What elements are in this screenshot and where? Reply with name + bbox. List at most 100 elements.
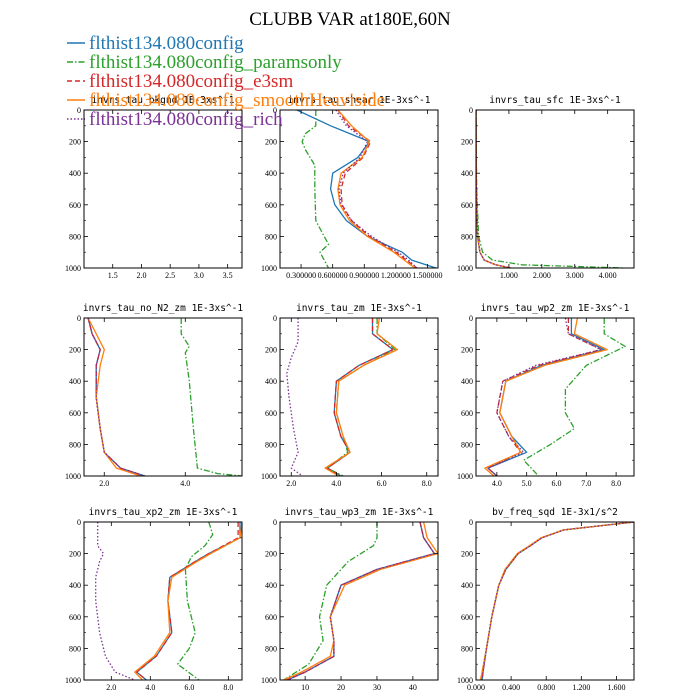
y-tick-label: 400 bbox=[461, 169, 473, 178]
y-tick-label: 1000 bbox=[457, 264, 473, 273]
y-tick-label: 1000 bbox=[261, 676, 277, 685]
x-tick-label: 1.200 bbox=[572, 683, 590, 692]
series-line bbox=[95, 522, 135, 680]
panel-series-group bbox=[479, 522, 634, 680]
x-tick-label: 0.400 bbox=[502, 683, 520, 692]
plot-frame bbox=[475, 521, 635, 681]
y-tick-label: 600 bbox=[69, 613, 81, 622]
y-tick-label: 1000 bbox=[261, 264, 277, 273]
x-tick-label: 3.000 bbox=[566, 271, 584, 280]
plot-frame bbox=[279, 317, 439, 477]
series-line bbox=[523, 318, 626, 476]
y-tick-label: 1000 bbox=[457, 676, 473, 685]
x-tick-label: 4.0 bbox=[180, 479, 190, 488]
x-tick-label: 5.0 bbox=[522, 479, 532, 488]
y-tick-label: 600 bbox=[69, 201, 81, 210]
y-tick-label: 600 bbox=[461, 409, 473, 418]
x-tick-label: 0.800 bbox=[537, 683, 555, 692]
series-line bbox=[476, 110, 625, 268]
y-tick-label: 400 bbox=[265, 581, 277, 590]
x-tick-label: 1.600 bbox=[607, 683, 625, 692]
y-tick-label: 400 bbox=[461, 581, 473, 590]
series-line bbox=[301, 110, 330, 268]
x-tick-label: 1.200000 bbox=[381, 271, 411, 280]
panel-series-group bbox=[95, 522, 242, 680]
x-tick-label: 1.5 bbox=[108, 271, 118, 280]
y-tick-label: 0 bbox=[469, 314, 473, 323]
y-tick-label: 400 bbox=[69, 377, 81, 386]
x-tick-label: 7.0 bbox=[581, 479, 591, 488]
series-line bbox=[87, 318, 146, 476]
y-tick-label: 1000 bbox=[65, 676, 81, 685]
panel-title: invrs_tau_sfc 1E-3xs^-1 bbox=[489, 95, 621, 106]
series-line bbox=[296, 110, 437, 268]
series-line bbox=[286, 522, 436, 680]
x-tick-label: 4.0 bbox=[331, 479, 341, 488]
y-tick-label: 800 bbox=[69, 440, 81, 449]
legend: flthist134.080config flthist134.080config… bbox=[67, 33, 385, 130]
x-tick-label: 0.600000 bbox=[318, 271, 348, 280]
series-line bbox=[479, 522, 634, 680]
series-line bbox=[286, 522, 436, 680]
y-tick-label: 200 bbox=[265, 550, 277, 559]
panel-3: invrs_tau_sfc 1E-3xs^-1 0 200 400 600 800 1000… bbox=[457, 95, 635, 280]
series-line bbox=[481, 522, 634, 680]
x-tick-label: 1.000 bbox=[500, 271, 518, 280]
y-tick-label: 600 bbox=[265, 201, 277, 210]
legend-item: flthist134.080config bbox=[67, 33, 244, 54]
panel-series-group bbox=[476, 110, 625, 268]
x-tick-label: 8.0 bbox=[611, 479, 621, 488]
y-tick-label: 1000 bbox=[261, 472, 277, 481]
y-tick-label: 1000 bbox=[65, 472, 81, 481]
panel-2: invrs_tau_shear 1E-3xs^-1 0 200 400 600 800 10… bbox=[261, 95, 442, 280]
x-tick-label: 40 bbox=[409, 683, 417, 692]
panel-4: invrs_tau_no_N2_zm 1E-3xs^-10 200 400 600 80… bbox=[65, 303, 243, 488]
y-tick-label: 200 bbox=[265, 346, 277, 355]
plot-frame bbox=[475, 109, 635, 269]
y-tick-label: 0 bbox=[77, 314, 81, 323]
y-tick-label: 800 bbox=[265, 440, 277, 449]
panel-5: invrs_tau_zm 1E-3xs^-1 0 200 400 600 800 1000 2… bbox=[261, 303, 439, 488]
series-line bbox=[487, 318, 602, 476]
series-line bbox=[283, 522, 378, 680]
x-tick-label: 4.0 bbox=[492, 479, 502, 488]
y-tick-label: 0 bbox=[77, 106, 81, 115]
x-tick-label: 6.0 bbox=[184, 683, 194, 692]
series-line bbox=[283, 522, 438, 680]
legend-item: flthist134.080config_e3sm bbox=[67, 71, 293, 92]
x-tick-label: 6.0 bbox=[551, 479, 561, 488]
y-tick-label: 400 bbox=[69, 169, 81, 178]
y-tick-label: 0 bbox=[469, 518, 473, 527]
y-tick-label: 0 bbox=[273, 314, 277, 323]
series-line bbox=[286, 318, 303, 476]
panel-title: invrs_tau_bkgnd 1E-3xs^-1 bbox=[92, 95, 235, 106]
x-tick-label: 2.0 bbox=[99, 479, 109, 488]
x-tick-label: 10 bbox=[301, 683, 309, 692]
legend-label: flthist134.080config_rich bbox=[89, 109, 283, 130]
series-line bbox=[337, 110, 416, 268]
panel-title: invrs_tau_no_N2_zm 1E-3xs^-1 bbox=[83, 303, 243, 314]
y-tick-label: 400 bbox=[265, 377, 277, 386]
series-line bbox=[134, 522, 242, 680]
y-tick-label: 200 bbox=[461, 550, 473, 559]
x-tick-label: 0.300000 bbox=[286, 271, 316, 280]
x-tick-label: 8.0 bbox=[223, 683, 233, 692]
x-tick-label: 6.0 bbox=[377, 479, 387, 488]
y-tick-label: 600 bbox=[461, 201, 473, 210]
y-tick-label: 600 bbox=[69, 409, 81, 418]
series-line bbox=[286, 522, 436, 680]
series-line bbox=[481, 522, 634, 680]
plot-frame bbox=[279, 521, 439, 681]
series-line bbox=[487, 318, 605, 476]
figure-title: CLUBB VAR at180E,60N bbox=[249, 9, 451, 30]
y-tick-label: 1000 bbox=[65, 264, 81, 273]
panel-title: invrs_tau_xp2_zm 1E-3xs^-1 bbox=[89, 507, 238, 518]
panel-8: invrs_tau_wp3_zm 1E-3xs^-1 0 200 400 600 800 1… bbox=[261, 507, 439, 692]
x-tick-label: 3.5 bbox=[223, 271, 233, 280]
y-tick-label: 400 bbox=[69, 581, 81, 590]
panel-title: bv_freq_sqd 1E-3x1/s^2 bbox=[492, 507, 618, 518]
x-tick-label: 2.0 bbox=[106, 683, 116, 692]
y-tick-label: 200 bbox=[69, 346, 81, 355]
panel-9: bv_freq_sqd 1E-3x1/s^2020040060080010000… bbox=[457, 507, 635, 692]
y-tick-label: 800 bbox=[461, 232, 473, 241]
